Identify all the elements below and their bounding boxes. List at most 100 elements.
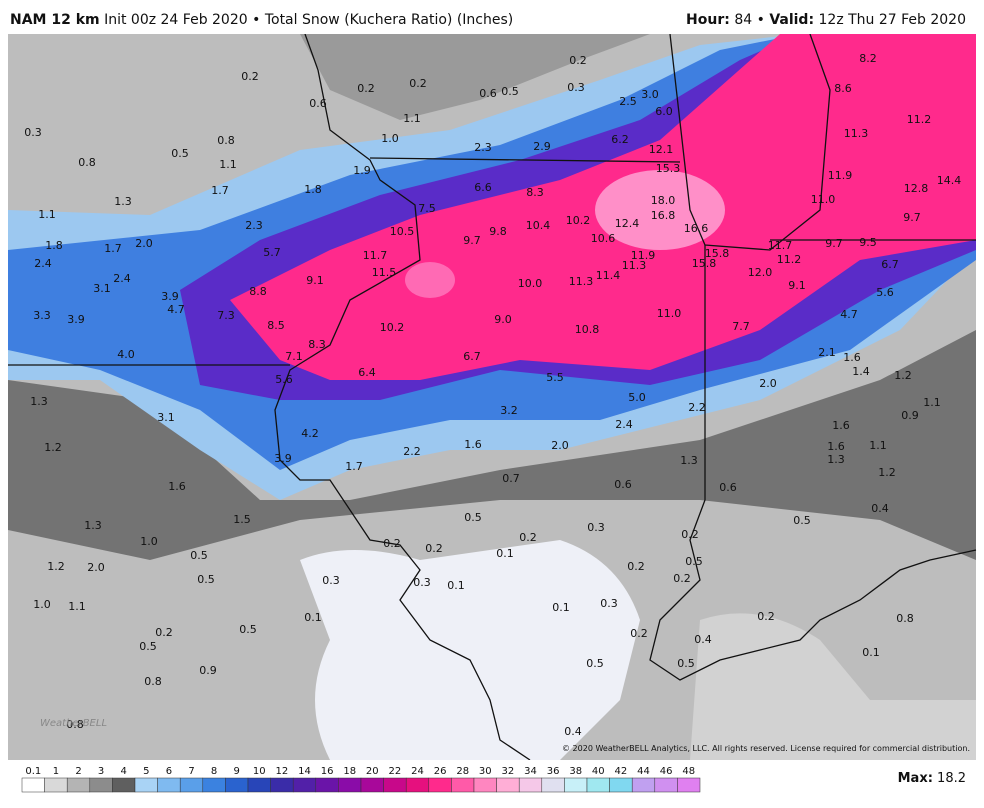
snow-amount: 14.4: [937, 174, 962, 187]
snow-amount: 11.4: [596, 269, 621, 282]
snow-amount: 0.2: [673, 572, 691, 585]
snow-amount: 9.7: [463, 234, 481, 247]
snow-amount: 0.5: [239, 623, 257, 636]
snow-amount: 2.2: [688, 401, 706, 414]
hour-label: Hour:: [686, 12, 730, 28]
snow-amount: 1.2: [894, 369, 912, 382]
snow-amount: 0.5: [793, 514, 811, 527]
snow-amount: 8.2: [859, 52, 877, 65]
map-layers: [8, 34, 977, 760]
snow-amount: 7.3: [217, 309, 235, 322]
snow-amount: 0.2: [155, 626, 173, 639]
borders: [8, 34, 977, 760]
legend-tick: 48: [682, 766, 695, 777]
snow-amount: 0.7: [502, 472, 520, 485]
legend-cell: [360, 777, 384, 793]
legend-tick: 46: [660, 766, 673, 777]
valid: 12z Thu 27 Feb 2020: [818, 12, 967, 28]
snow-amount: 1.1: [923, 396, 941, 409]
snow-amount: 0.5: [171, 147, 189, 160]
snow-amount: 0.2: [569, 54, 587, 67]
snow-amount: 10.4: [526, 219, 551, 232]
legend-cell: [134, 777, 158, 793]
snow-amount: 1.6: [464, 438, 482, 451]
legend-cell: [157, 777, 181, 793]
snow-amount: 16.6: [684, 222, 709, 235]
snow-amount: 11.9: [828, 169, 853, 182]
snow-amount: 1.3: [114, 195, 132, 208]
legend-cell: [89, 777, 113, 793]
snow-amount: 2.9: [533, 140, 551, 153]
light-field: [300, 540, 640, 760]
snow-amount: 0.1: [304, 611, 322, 624]
snow-amount: 0.1: [496, 547, 514, 560]
gray-field: [8, 34, 650, 120]
snow-amount: 10.0: [518, 277, 543, 290]
snow-amount: 2.4: [615, 418, 633, 431]
snow-amount: 11.3: [844, 127, 869, 140]
snow-amount: 1.6: [168, 480, 186, 493]
legend-tick: 16: [321, 766, 334, 777]
legend-cell: [473, 777, 497, 793]
snow-amount: 11.3: [622, 259, 647, 272]
snow-amount: 2.2: [403, 445, 421, 458]
snow-amount: 0.2: [627, 560, 645, 573]
separator: •: [756, 12, 765, 28]
snow-amount: 11.2: [777, 253, 802, 266]
snow-amount: 0.4: [564, 725, 582, 738]
snow-amount: 3.0: [641, 88, 659, 101]
snow-amount: 6.7: [881, 258, 899, 271]
snow-amount: 6.2: [611, 133, 629, 146]
snow-amount: 6.6: [474, 181, 492, 194]
valid-label: Valid:: [769, 12, 815, 28]
snow-amount: 1.8: [304, 183, 322, 196]
legend-cell: [428, 777, 452, 793]
max-box: Max: 18.2: [898, 771, 966, 786]
snow-amount: 2.4: [34, 257, 52, 270]
init: Init 00z 24 Feb 2020: [104, 12, 248, 28]
snow-amount: 9.1: [306, 274, 324, 287]
snow-amount: 6.4: [358, 366, 376, 379]
snow-amount: 1.5: [233, 513, 251, 526]
snow-amount: 2.1: [818, 346, 836, 359]
snow-amount: 15.8: [692, 257, 717, 270]
snow-amount: 0.3: [413, 576, 431, 589]
snow-amount: 0.9: [901, 409, 919, 422]
snow-amount: 0.1: [552, 601, 570, 614]
legend-cell: [631, 777, 656, 793]
snow-amount: 1.2: [878, 466, 896, 479]
snow-amount: 4.2: [301, 427, 319, 440]
snow-amount: 2.0: [135, 237, 153, 250]
snow-amount: 0.8: [217, 134, 235, 147]
legend-tick: 0.1: [25, 766, 41, 777]
snow-amount: 1.4: [852, 365, 870, 378]
snow-max: [595, 170, 725, 250]
legend-cell: [338, 777, 362, 793]
snow-amount: 0.4: [871, 502, 889, 515]
legend-cell: [292, 777, 317, 793]
hour: 84: [734, 12, 753, 28]
snow-amount: 1.1: [403, 112, 421, 125]
legend-cell: [66, 777, 91, 793]
snow-amount: 11.7: [768, 239, 793, 252]
snow-amount: 0.3: [322, 574, 340, 587]
snow-amount: 9.1: [788, 279, 806, 292]
snow-amount: 1.0: [381, 132, 399, 145]
snow-amount: 5.5: [546, 371, 564, 384]
snow-amount: 0.4: [694, 633, 712, 646]
snow-amount: 0.5: [677, 657, 695, 670]
legend-tick: 22: [389, 766, 402, 777]
snow-amount: 1.6: [832, 419, 850, 432]
legend-cell: [586, 777, 610, 793]
snow-amount: 8.3: [308, 338, 326, 351]
snow-amount: 0.5: [464, 511, 482, 524]
snow-amount: 1.3: [680, 454, 698, 467]
snow-amount: 2.3: [245, 219, 263, 232]
snow-amount: 12.4: [615, 217, 640, 230]
snow-amount: 15.8: [705, 247, 730, 260]
legend-cell: [315, 777, 339, 793]
snow-amount: 7.7: [732, 320, 750, 333]
snow-amount: 7.1: [285, 350, 303, 363]
legend-cell: [44, 777, 68, 793]
